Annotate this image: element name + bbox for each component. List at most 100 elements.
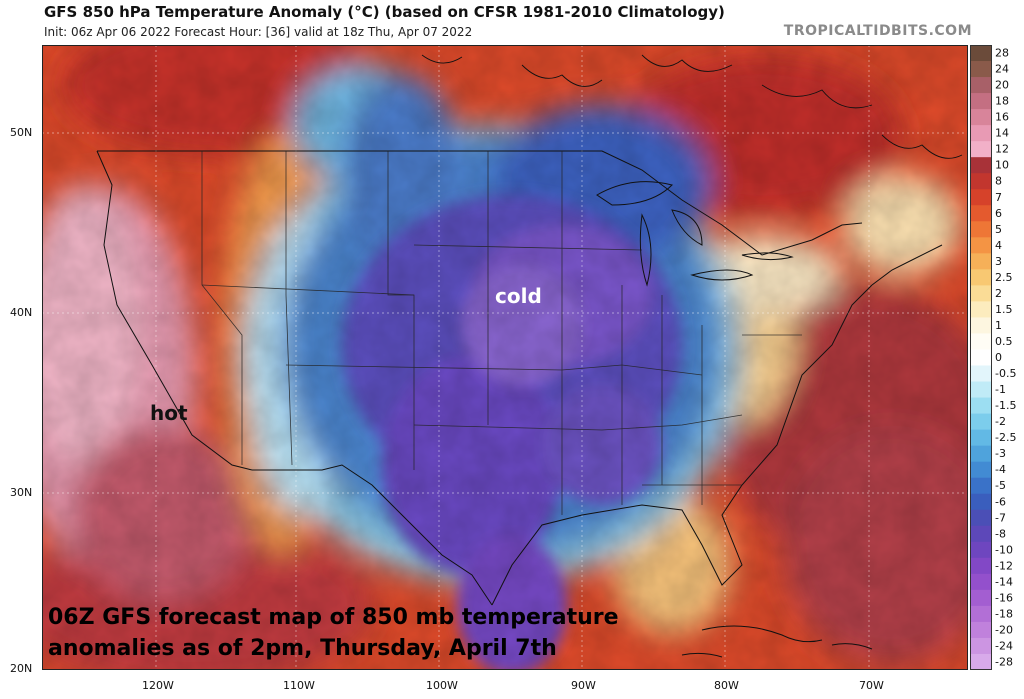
colorbar-swatch <box>970 173 992 190</box>
colorbar-swatch <box>970 125 992 142</box>
colorbar-label: 12 <box>995 143 1009 156</box>
lon-label: 120W <box>142 679 174 692</box>
colorbar-swatch <box>970 605 992 623</box>
colorbar-label: -3 <box>995 447 1006 460</box>
source-watermark: TROPICALTIDBITS.COM <box>783 23 972 39</box>
colorbar-label: 28 <box>995 47 1009 60</box>
colorbar-label: -12 <box>995 559 1013 572</box>
colorbar-legend: 28 24 20 18 16 14 12 10 8 7 6 5 4 3 2.5 2 1.5 1 0.5 0 -0.5 -1… <box>970 45 1016 670</box>
colorbar-swatch <box>970 429 992 447</box>
colorbar-swatch <box>970 493 992 511</box>
colorbar-swatch <box>970 333 992 350</box>
caption-line-2: anomalies as of 2pm, Thursday, April 7th <box>48 636 557 662</box>
lat-label: 50N <box>10 126 33 139</box>
temperature-anomaly-map <box>42 45 968 670</box>
hot-annotation: hot <box>150 401 188 425</box>
lon-label: 100W <box>426 679 458 692</box>
colorbar-label: -4 <box>995 463 1006 476</box>
colorbar-label: 16 <box>995 111 1009 124</box>
colorbar-label: 5 <box>995 223 1002 236</box>
colorbar-swatch <box>970 365 992 383</box>
colorbar-swatch <box>970 237 992 254</box>
colorbar-label: 7 <box>995 191 1002 204</box>
country-borders <box>96 150 943 606</box>
colorbar-label: 2 <box>995 287 1002 300</box>
colorbar-swatch <box>970 637 992 655</box>
colorbar-swatch <box>970 557 992 575</box>
colorbar-swatch <box>970 461 992 479</box>
colorbar-swatch <box>970 653 992 670</box>
colorbar-label: -6 <box>995 495 1006 508</box>
colorbar-label: -2 <box>995 415 1006 428</box>
colorbar-swatch <box>970 317 992 334</box>
colorbar-swatch <box>970 45 992 62</box>
colorbar-swatch <box>970 381 992 399</box>
colorbar-label: 8 <box>995 175 1002 188</box>
colorbar-label: 1 <box>995 319 1002 332</box>
colorbar-label: -8 <box>995 527 1006 540</box>
colorbar-label: 4 <box>995 239 1002 252</box>
colorbar-swatch <box>970 477 992 495</box>
colorbar-label: 14 <box>995 127 1009 140</box>
caribbean-islands <box>681 625 873 658</box>
colorbar-swatch <box>970 621 992 639</box>
map-subtitle: Init: 06z Apr 06 2022 Forecast Hour: [36… <box>44 25 473 39</box>
colorbar-swatch <box>970 93 992 110</box>
colorbar-label: 1.5 <box>995 303 1013 316</box>
canada-coastlines <box>421 54 963 159</box>
colorbar-swatch <box>970 525 992 543</box>
colorbar-swatch <box>970 445 992 463</box>
colorbar-swatch <box>970 285 992 302</box>
colorbar-swatch <box>970 301 992 318</box>
lon-label: 80W <box>714 679 739 692</box>
colorbar-label: 0 <box>995 351 1002 364</box>
colorbar-label: 10 <box>995 159 1009 172</box>
colorbar-swatch <box>970 221 992 238</box>
colorbar-swatch <box>970 141 992 158</box>
colorbar-label: -1.5 <box>995 399 1016 412</box>
graticule <box>42 45 968 670</box>
map-title: GFS 850 hPa Temperature Anomaly (°C) (ba… <box>44 3 725 21</box>
colorbar-frame <box>970 45 992 670</box>
colorbar-label: -24 <box>995 639 1013 652</box>
colorbar-label: -18 <box>995 607 1013 620</box>
colorbar-label: 18 <box>995 95 1009 108</box>
colorbar-label: -28 <box>995 656 1013 669</box>
colorbar-swatch <box>970 109 992 126</box>
great-lakes <box>596 181 794 287</box>
colorbar-swatch <box>970 253 992 270</box>
colorbar-swatch <box>970 413 992 431</box>
colorbar-swatch <box>970 573 992 591</box>
colorbar-label: -10 <box>995 543 1013 556</box>
colorbar-label: 24 <box>995 63 1009 76</box>
colorbar-swatch <box>970 61 992 78</box>
caption: 06Z GFS forecast map of 850 mb temperatu… <box>48 602 619 664</box>
caption-line-1: 06Z GFS forecast map of 850 mb temperatu… <box>48 605 619 630</box>
colorbar-label: -20 <box>995 623 1013 636</box>
colorbar-swatch <box>970 189 992 206</box>
colorbar-label: 0.5 <box>995 335 1013 348</box>
colorbar-swatch <box>970 589 992 607</box>
map-frame <box>42 45 968 670</box>
lat-label: 30N <box>10 486 33 499</box>
colorbar-swatch <box>970 77 992 94</box>
colorbar-swatch <box>970 205 992 222</box>
state-borders <box>201 151 802 515</box>
colorbar-label: 20 <box>995 79 1009 92</box>
colorbar-label: 6 <box>995 207 1002 220</box>
colorbar-swatch <box>970 157 992 174</box>
colorbar-label: -2.5 <box>995 431 1016 444</box>
colorbar-label: -14 <box>995 575 1013 588</box>
colorbar-swatch <box>970 509 992 527</box>
lat-label: 40N <box>10 306 33 319</box>
lat-label: 20N <box>10 662 33 675</box>
lon-label: 90W <box>571 679 596 692</box>
colorbar-label: -7 <box>995 511 1006 524</box>
colorbar-label: 3 <box>995 255 1002 268</box>
lon-label: 70W <box>859 679 884 692</box>
colorbar-label: 2.5 <box>995 271 1013 284</box>
colorbar-swatch <box>970 397 992 415</box>
colorbar-swatch <box>970 541 992 559</box>
texture-layer <box>42 45 968 670</box>
colorbar-label: -0.5 <box>995 367 1016 380</box>
